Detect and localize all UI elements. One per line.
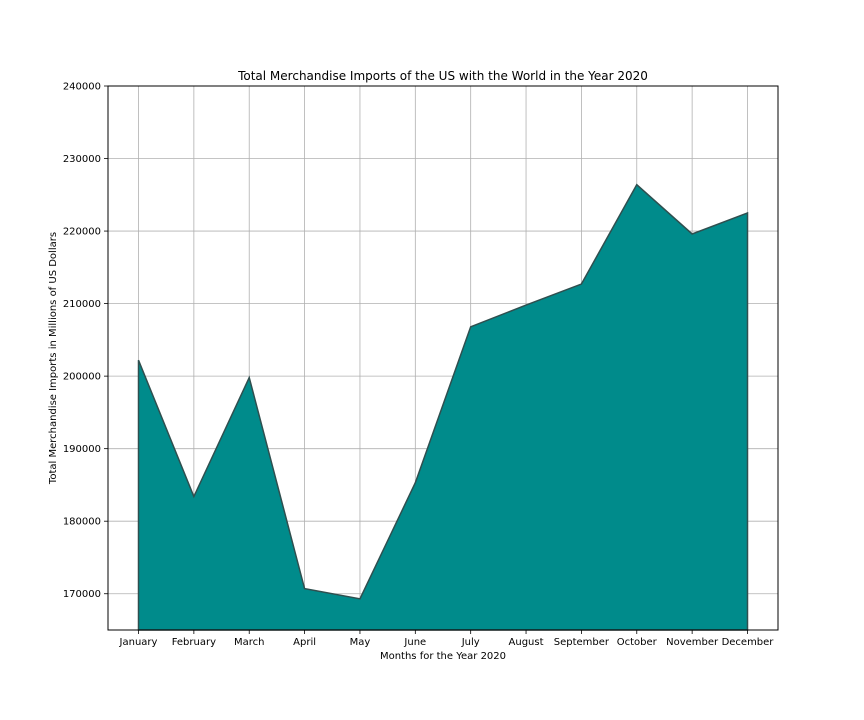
- x-tick-label: January: [119, 637, 158, 648]
- plot-frame: [107, 85, 779, 631]
- x-tick-label: May: [350, 637, 371, 648]
- y-tick-label: 220000: [63, 227, 101, 238]
- y-tick-label: 230000: [63, 154, 101, 165]
- x-axis-label: Months for the Year 2020: [380, 651, 506, 662]
- x-tick-label: March: [234, 637, 264, 648]
- x-tick-label: February: [172, 637, 216, 648]
- area-fill: [137, 183, 749, 631]
- y-tick-label: 180000: [63, 517, 101, 528]
- x-tick-label: August: [509, 637, 544, 648]
- y-tick-label: 190000: [63, 444, 101, 455]
- x-axis-ticks: January February March April May June July Augu…: [119, 630, 775, 648]
- chart-title: Total Merchandise Imports of the US with…: [237, 69, 648, 83]
- x-tick-label: April: [293, 637, 316, 648]
- x-tick-label: September: [554, 637, 610, 648]
- x-tick-label: July: [461, 637, 480, 648]
- x-tick-label: June: [403, 637, 426, 648]
- y-tick-label: 170000: [63, 589, 101, 600]
- x-tick-label: December: [722, 637, 775, 648]
- y-tick-label: 240000: [63, 82, 101, 93]
- x-tick-label: November: [666, 637, 719, 648]
- y-axis-label: Total Merchandise Imports in Millions of…: [48, 232, 59, 485]
- y-tick-label: 200000: [63, 372, 101, 383]
- x-tick-label: October: [617, 637, 658, 648]
- y-axis-ticks: 170000 180000 190000 200000 210000 220000 2300…: [63, 82, 108, 600]
- y-tick-label: 210000: [63, 299, 101, 310]
